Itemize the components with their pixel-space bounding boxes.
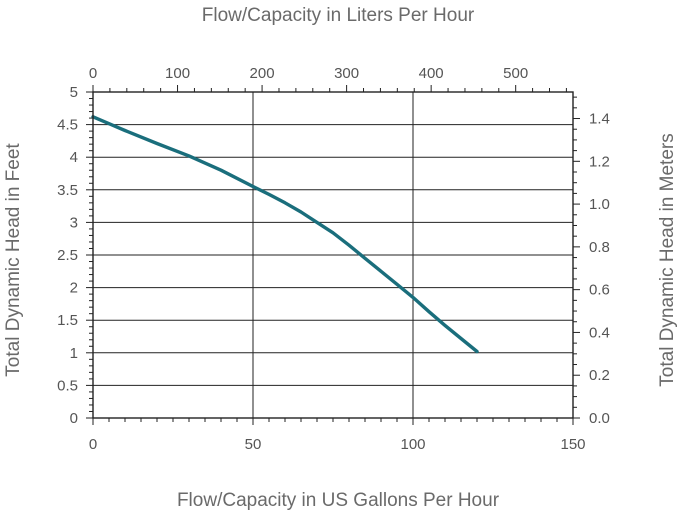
x-tick-label: 50 [245, 436, 262, 453]
x-tick-label: 150 [560, 436, 585, 453]
y-tick-label: 0.5 [57, 377, 78, 394]
y-tick-label: 4 [70, 149, 78, 166]
y2-tick-label: 0.4 [589, 324, 610, 341]
y2-tick-label: 0.8 [589, 239, 610, 256]
series-layer [91, 115, 479, 354]
x-tick-label: 100 [400, 436, 425, 453]
x2-tick-label: 500 [503, 65, 528, 82]
x2-tick-label: 100 [165, 65, 190, 82]
y2-tick-label: 0.0 [589, 410, 610, 427]
y2-tick-label: 1.0 [589, 196, 610, 213]
y-tick-label: 3.5 [57, 182, 78, 199]
top-axis-title: Flow/Capacity in Liters Per Hour [202, 5, 475, 26]
plot-frame [92, 91, 574, 419]
y2-tick-label: 1.2 [589, 153, 610, 170]
right-axis-title: Total Dynamic Head in Meters [657, 133, 678, 386]
y-tick-label: 3 [70, 214, 78, 231]
y-tick-label: 1 [70, 345, 78, 362]
y-tick-label: 4.5 [57, 117, 78, 134]
x2-tick-label: 400 [419, 65, 444, 82]
y2-tick-label: 0.6 [589, 282, 610, 299]
gridlines [93, 92, 573, 418]
y-tick-label: 1.5 [57, 312, 78, 329]
x2-tick-label: 300 [334, 65, 359, 82]
series-line [91, 115, 479, 354]
y2-tick-label: 0.2 [589, 367, 610, 384]
y-tick-label: 2 [70, 280, 78, 297]
x2-tick-label: 200 [250, 65, 275, 82]
tick-labels: 0 50 100 150 0 100 200 300 400 500 0 0.5 1 1.5 2 2.5 3 3.… [57, 65, 610, 453]
bottom-axis-title: Flow/Capacity in US Gallons Per Hour [177, 490, 500, 511]
y-tick-label: 5 [70, 84, 78, 101]
x2-tick-label: 0 [89, 65, 97, 82]
y2-tick-label: 1.4 [589, 111, 610, 128]
x-tick-label: 0 [89, 436, 97, 453]
left-axis-title: Total Dynamic Head in Feet [3, 143, 24, 377]
y-tick-label: 2.5 [57, 247, 78, 264]
y-tick-label: 0 [70, 410, 78, 427]
